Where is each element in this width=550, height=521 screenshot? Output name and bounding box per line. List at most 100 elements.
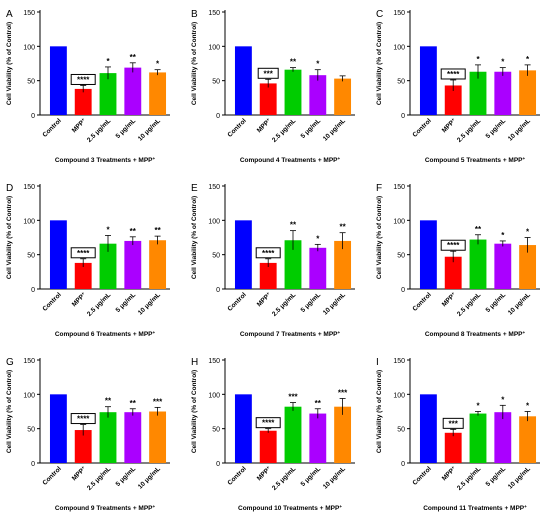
significance-mark: * bbox=[501, 395, 505, 404]
significance-mark: * bbox=[501, 58, 505, 67]
panel-letter: A bbox=[6, 9, 13, 20]
chart-panel-e: E 0 50 100 150 Cell Viability (% of Control) C… bbox=[191, 183, 355, 338]
bar bbox=[494, 71, 512, 115]
x-tick-label: MPP+ bbox=[255, 116, 273, 134]
x-tick-label: 10 μg/mL bbox=[507, 291, 532, 316]
x-tick-label: 10 μg/mL bbox=[322, 117, 347, 142]
x-tick-label: 2.5 μg/mL bbox=[456, 117, 482, 143]
significance-mark: * bbox=[476, 55, 480, 64]
chart-panel-d: D 0 50 100 150 Cell Viability (% of Control) C… bbox=[6, 183, 170, 338]
bar bbox=[334, 406, 352, 463]
x-tick-label: 2.5 μg/mL bbox=[271, 291, 297, 317]
y-tick-label: 150 bbox=[393, 10, 405, 17]
y-tick-label: 50 bbox=[212, 253, 220, 260]
x-tick-label: Control bbox=[412, 465, 433, 486]
x-tick-label: Control bbox=[42, 291, 63, 312]
bar bbox=[469, 71, 487, 115]
y-tick-label: 150 bbox=[23, 358, 35, 365]
bar bbox=[124, 240, 142, 289]
x-tick-label: MPP+ bbox=[440, 464, 458, 482]
y-axis-label: Cell Viability (% of Control) bbox=[6, 370, 13, 453]
y-axis-label: Cell Viability (% of Control) bbox=[376, 370, 383, 453]
x-tick-label: Control bbox=[412, 117, 433, 138]
bar bbox=[99, 73, 117, 115]
bar bbox=[99, 412, 117, 463]
bar bbox=[259, 262, 277, 289]
y-tick-label: 150 bbox=[23, 10, 35, 17]
x-tick-label: 2.5 μg/mL bbox=[271, 117, 297, 143]
y-axis-label: Cell Viability (% of Control) bbox=[376, 22, 383, 105]
significance-mark: * bbox=[526, 55, 530, 64]
significance-box bbox=[255, 417, 281, 429]
x-axis-label: Compound 9 Treatments + MPP+ bbox=[55, 504, 156, 513]
significance-mark: ** bbox=[130, 399, 137, 408]
y-axis-label: Cell Viability (% of Control) bbox=[6, 22, 13, 105]
bar bbox=[124, 412, 142, 463]
y-tick-label: 50 bbox=[397, 427, 405, 434]
significance-mark: **** bbox=[262, 249, 275, 258]
bar bbox=[419, 46, 437, 116]
significance-mark: ** bbox=[290, 221, 297, 230]
significance-mark: *** bbox=[449, 419, 459, 428]
significance-mark: * bbox=[526, 402, 530, 411]
x-tick-label: 5 μg/mL bbox=[485, 117, 508, 140]
y-tick-label: 100 bbox=[23, 392, 35, 399]
panel-letter: B bbox=[191, 9, 198, 20]
x-tick-label: 5 μg/mL bbox=[485, 291, 508, 314]
bar bbox=[49, 220, 67, 289]
bar bbox=[284, 240, 302, 289]
significance-mark: ** bbox=[290, 58, 297, 67]
y-tick-label: 150 bbox=[208, 358, 220, 365]
y-tick-label: 0 bbox=[401, 113, 405, 120]
y-tick-label: 100 bbox=[208, 392, 220, 399]
bar bbox=[74, 88, 92, 115]
significance-mark: **** bbox=[447, 70, 460, 79]
bar bbox=[419, 394, 437, 463]
x-tick-label: 10 μg/mL bbox=[137, 291, 162, 316]
significance-box bbox=[70, 247, 96, 259]
y-tick-label: 50 bbox=[27, 79, 35, 86]
significance-mark: ** bbox=[130, 227, 137, 236]
significance-box bbox=[255, 247, 281, 259]
x-axis-label: Compound 4 Treatments + MPP+ bbox=[240, 156, 341, 165]
x-tick-label: Control bbox=[227, 291, 248, 312]
y-tick-label: 100 bbox=[393, 44, 405, 51]
x-axis-label: Compound 3 Treatments + MPP+ bbox=[55, 156, 156, 165]
x-tick-label: 5 μg/mL bbox=[485, 465, 508, 488]
x-tick-label: 5 μg/mL bbox=[300, 117, 323, 140]
y-tick-label: 100 bbox=[208, 44, 220, 51]
x-tick-label: Control bbox=[227, 465, 248, 486]
significance-mark: **** bbox=[447, 241, 460, 250]
y-tick-label: 150 bbox=[23, 184, 35, 191]
y-tick-label: 0 bbox=[31, 461, 35, 468]
bar bbox=[334, 240, 352, 289]
y-tick-label: 100 bbox=[23, 44, 35, 51]
y-tick-label: 50 bbox=[212, 79, 220, 86]
y-tick-label: 0 bbox=[401, 287, 405, 294]
x-axis-label: Compound 10 Treatments + MPP+ bbox=[238, 504, 342, 513]
x-axis-label: Compound 5 Treatments + MPP+ bbox=[425, 156, 526, 165]
significance-mark: **** bbox=[77, 75, 90, 84]
x-tick-label: MPP+ bbox=[255, 464, 273, 482]
y-axis-label: Cell Viability (% of Control) bbox=[191, 196, 198, 279]
y-tick-label: 100 bbox=[393, 218, 405, 225]
panel-letter: H bbox=[191, 357, 198, 368]
x-tick-label: MPP+ bbox=[70, 290, 88, 308]
significance-box bbox=[440, 68, 466, 80]
y-axis-label: Cell Viability (% of Control) bbox=[376, 196, 383, 279]
y-tick-label: 100 bbox=[393, 392, 405, 399]
significance-mark: *** bbox=[264, 69, 274, 78]
x-tick-label: 2.5 μg/mL bbox=[86, 465, 112, 491]
bar bbox=[309, 413, 327, 463]
bar bbox=[149, 240, 167, 289]
bar bbox=[124, 67, 142, 115]
y-tick-label: 0 bbox=[216, 113, 220, 120]
bar bbox=[284, 69, 302, 115]
x-tick-label: 2.5 μg/mL bbox=[86, 117, 112, 143]
significance-mark: **** bbox=[77, 415, 90, 424]
bar bbox=[149, 411, 167, 463]
significance-mark: *** bbox=[338, 388, 348, 397]
x-tick-label: 5 μg/mL bbox=[115, 465, 138, 488]
x-tick-label: Control bbox=[42, 117, 63, 138]
